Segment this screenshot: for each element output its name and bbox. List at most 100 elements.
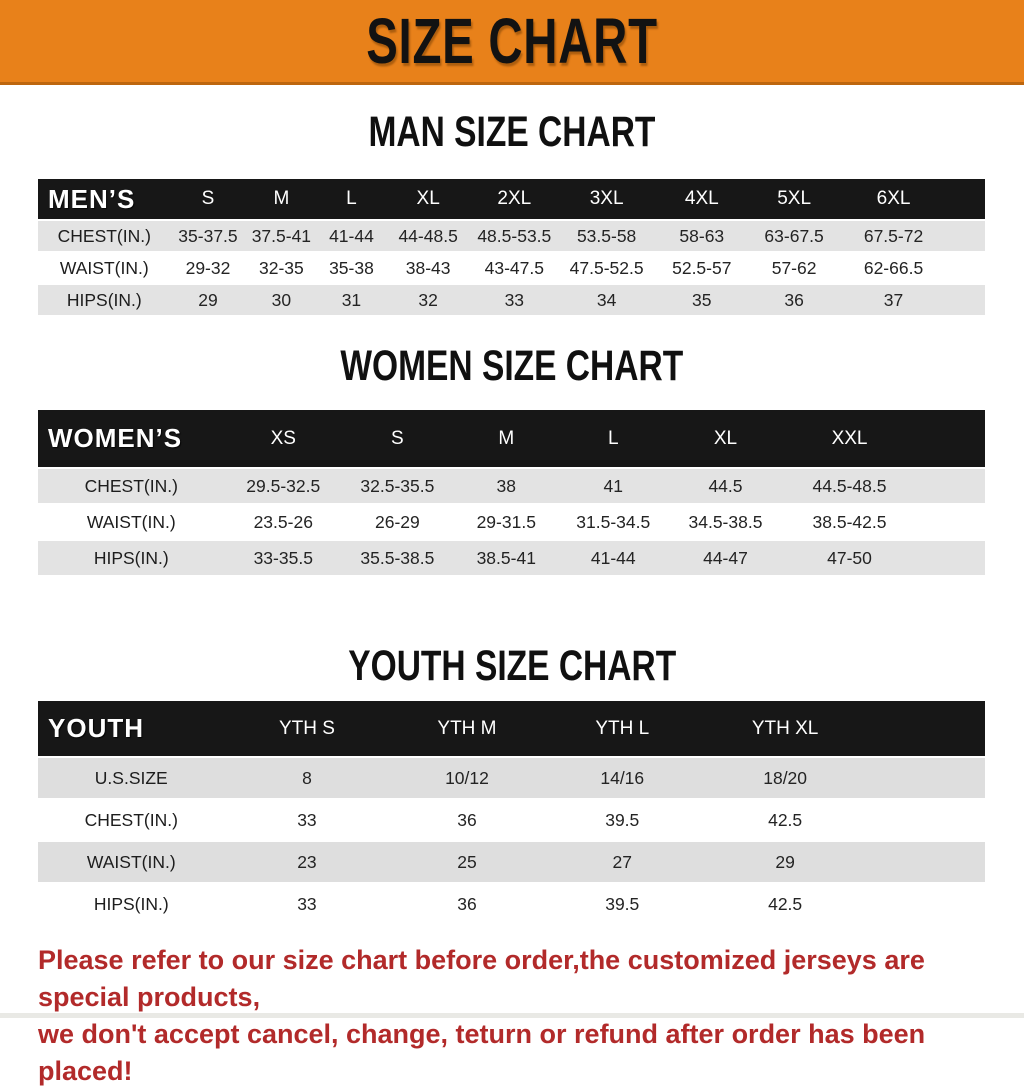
youth-header-row: YOUTH YTH S YTH M YTH L YTH XL [38,701,985,756]
column-header: XS [224,410,342,467]
cell: 52.5-57 [655,253,749,283]
cell-filler [914,469,985,503]
cell: 48.5-53.5 [470,221,558,251]
table-row: WAIST(IN.) 23.5-26 26-29 29-31.5 31.5-34… [38,505,985,539]
cell: 35 [655,285,749,315]
cell: 37.5-41 [245,221,318,251]
column-header: XL [666,410,785,467]
mens-header-row: MEN’S S M L XL 2XL 3XL 4XL 5XL 6XL [38,179,985,219]
cell: 41-44 [317,221,386,251]
cell: 35-37.5 [170,221,246,251]
cell: 32.5-35.5 [341,469,453,503]
table-row: HIPS(IN.) 33-35.5 35.5-38.5 38.5-41 41-4… [38,541,985,575]
header-filler [870,701,985,756]
column-header: 4XL [655,179,749,219]
row-label: HIPS(IN.) [38,884,225,924]
column-header: 5XL [748,179,841,219]
row-label: CHEST(IN.) [38,469,225,503]
women-section-title: WOMEN SIZE CHART [340,342,684,390]
youth-section-title: YOUTH SIZE CHART [348,642,676,690]
column-header: 2XL [470,179,558,219]
column-header: L [317,179,386,219]
cell-filler [947,221,985,251]
disclaimer-line-2: we don't accept cancel, change, teturn o… [38,1019,926,1086]
cell: 63-67.5 [748,221,841,251]
cell: 44.5 [666,469,785,503]
cell: 29-31.5 [452,505,560,539]
cell: 38.5-41 [452,541,560,575]
table-row: WAIST(IN.) 29-32 32-35 35-38 38-43 43-47… [38,253,985,283]
column-header: XL [385,179,471,219]
cell: 34.5-38.5 [666,505,785,539]
cell: 29.5-32.5 [224,469,342,503]
cell: 14/16 [544,758,700,798]
column-header: M [245,179,318,219]
cell: 44-47 [666,541,785,575]
cell: 29 [699,842,871,882]
cell: 23.5-26 [224,505,342,539]
cell: 33 [224,800,390,840]
cell: 41-44 [559,541,667,575]
row-label: CHEST(IN.) [38,800,225,840]
column-header: 6XL [840,179,948,219]
cell: 25 [389,842,545,882]
mens-corner-label: MEN’S [38,179,171,219]
table-row: U.S.SIZE 8 10/12 14/16 18/20 [38,758,985,798]
cell-filler [870,884,985,924]
cell-filler [914,505,985,539]
cell: 39.5 [544,800,700,840]
header-filler [914,410,985,467]
cell: 53.5-58 [557,221,656,251]
man-section-title: MAN SIZE CHART [368,108,656,156]
cell: 27 [544,842,700,882]
youth-size-chart-section: YOUTH SIZE CHART YOUTH YTH S YTH M YTH L… [0,643,1024,926]
cell: 23 [224,842,390,882]
column-header: L [559,410,667,467]
table-row: CHEST(IN.) 29.5-32.5 32.5-35.5 38 41 44.… [38,469,985,503]
disclaimer-line-1: Please refer to our size chart before or… [38,945,925,1012]
cell: 44.5-48.5 [784,469,915,503]
cell: 38-43 [385,253,471,283]
row-label: WAIST(IN.) [38,505,225,539]
cell: 33-35.5 [224,541,342,575]
womens-header-row: WOMEN’S XS S M L XL XXL [38,410,985,467]
table-row: CHEST(IN.) 33 36 39.5 42.5 [38,800,985,840]
cell: 30 [245,285,318,315]
row-label: HIPS(IN.) [38,285,171,315]
column-header: YTH XL [699,701,871,756]
column-header: YTH M [389,701,545,756]
cell: 39.5 [544,884,700,924]
row-label: CHEST(IN.) [38,221,171,251]
mens-size-table: MEN’S S M L XL 2XL 3XL 4XL 5XL 6XL CHEST… [38,177,985,317]
table-row: HIPS(IN.) 33 36 39.5 42.5 [38,884,985,924]
cell: 38 [452,469,560,503]
cell: 36 [389,884,545,924]
row-label: WAIST(IN.) [38,253,171,283]
column-header: 3XL [557,179,656,219]
cell: 18/20 [699,758,871,798]
cell: 58-63 [655,221,749,251]
cell: 29-32 [170,253,246,283]
cell: 29 [170,285,246,315]
cell: 36 [389,800,545,840]
cell: 36 [748,285,841,315]
cell: 42.5 [699,884,871,924]
column-header: YTH L [544,701,700,756]
cell: 43-47.5 [470,253,558,283]
cell: 37 [840,285,948,315]
cell: 33 [470,285,558,315]
cell: 47.5-52.5 [557,253,656,283]
youth-size-table: YOUTH YTH S YTH M YTH L YTH XL U.S.SIZE … [38,699,985,926]
table-row: HIPS(IN.) 29 30 31 32 33 34 35 36 37 [38,285,985,315]
cell: 35-38 [317,253,386,283]
youth-corner-label: YOUTH [38,701,225,756]
cell: 31.5-34.5 [559,505,667,539]
cell: 44-48.5 [385,221,471,251]
cell: 8 [224,758,390,798]
cell: 34 [557,285,656,315]
table-row: WAIST(IN.) 23 25 27 29 [38,842,985,882]
size-chart-banner: SIZE CHART [0,0,1024,85]
cell: 31 [317,285,386,315]
table-row: CHEST(IN.) 35-37.5 37.5-41 41-44 44-48.5… [38,221,985,251]
column-header: S [170,179,246,219]
